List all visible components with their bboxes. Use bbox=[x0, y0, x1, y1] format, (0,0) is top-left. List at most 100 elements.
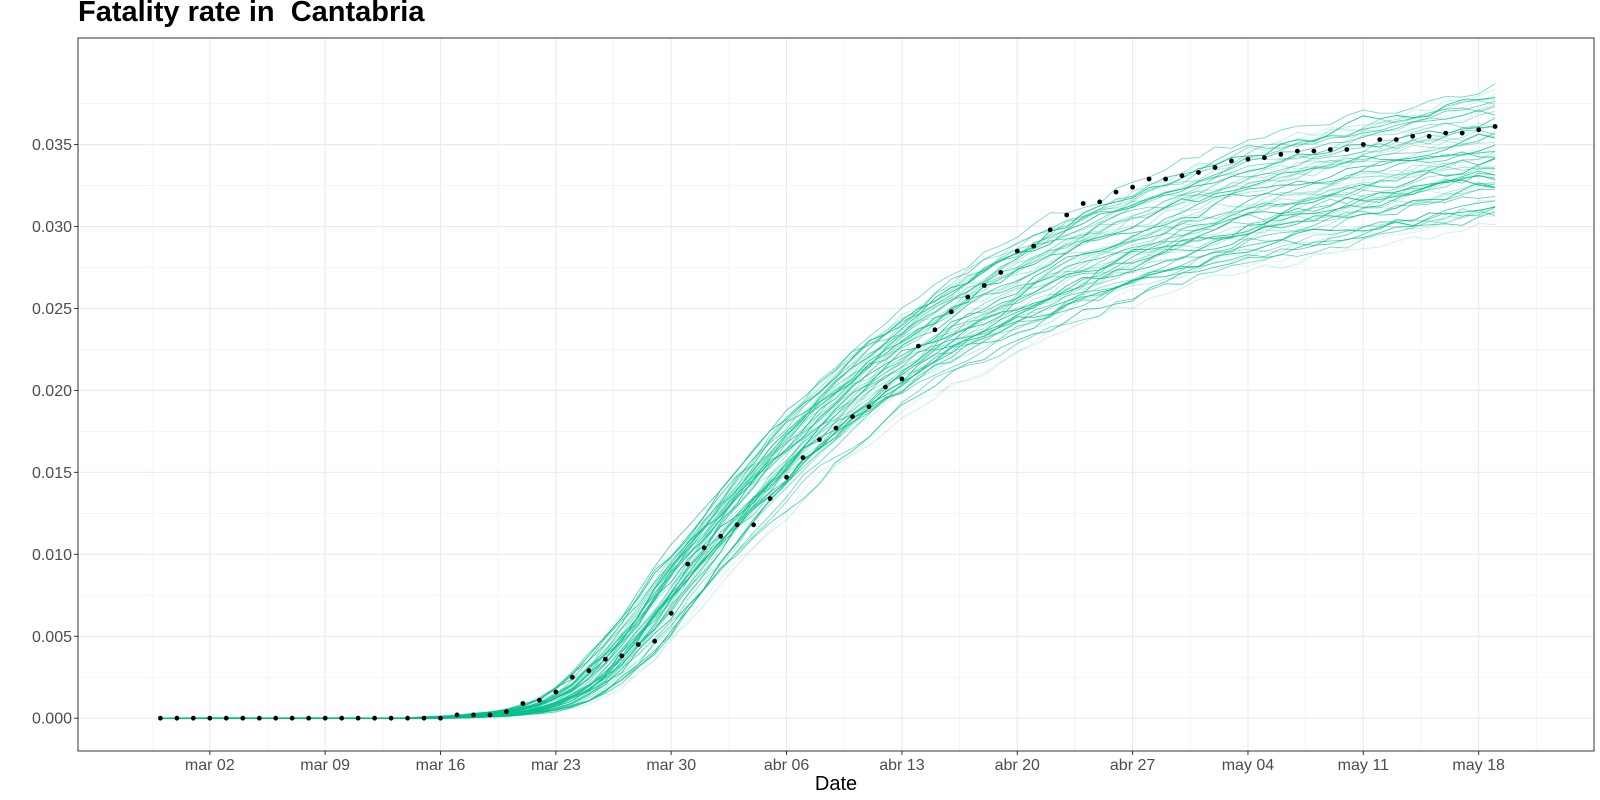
observed-point bbox=[998, 270, 1004, 275]
y-tick-label: 0.015 bbox=[32, 465, 72, 482]
x-tick-label: may 04 bbox=[1222, 757, 1275, 774]
observed-point bbox=[421, 715, 427, 721]
observed-point bbox=[454, 712, 460, 718]
observed-point bbox=[471, 712, 476, 718]
observed-point bbox=[372, 715, 377, 721]
observed-point bbox=[685, 561, 691, 567]
observed-point bbox=[668, 610, 674, 616]
observed-point bbox=[240, 715, 246, 721]
observed-point bbox=[1014, 248, 1020, 254]
x-tick-label: mar 16 bbox=[416, 757, 466, 774]
simulated-series-line bbox=[160, 106, 1496, 719]
chart-title: Fatality rate in Cantabria bbox=[78, 0, 425, 28]
x-tick-label: abr 13 bbox=[879, 757, 924, 774]
observed-point bbox=[817, 437, 822, 442]
simulated-series-line bbox=[160, 94, 1496, 719]
simulated-series-line bbox=[160, 200, 1496, 719]
observed-point bbox=[1459, 130, 1465, 136]
observed-point bbox=[1344, 147, 1350, 152]
simulated-series-line bbox=[160, 150, 1496, 719]
simulated-series-line bbox=[160, 183, 1496, 719]
observed-point bbox=[388, 715, 394, 721]
observed-point bbox=[1146, 176, 1152, 182]
simulated-series-line bbox=[160, 205, 1496, 719]
observed-point bbox=[553, 689, 559, 695]
observed-point bbox=[1476, 127, 1482, 133]
observed-point bbox=[273, 715, 279, 721]
observed-point bbox=[487, 712, 493, 718]
observed-point bbox=[158, 715, 163, 721]
observed-point bbox=[1426, 133, 1432, 139]
y-tick-label: 0.030 bbox=[32, 219, 72, 236]
simulated-series-line bbox=[160, 178, 1496, 719]
observed-point bbox=[1212, 165, 1218, 170]
y-tick-label: 0.005 bbox=[32, 629, 72, 646]
observed-point bbox=[800, 455, 806, 460]
x-tick-label: mar 09 bbox=[300, 757, 350, 774]
observed-point bbox=[1163, 176, 1168, 182]
simulated-series-line bbox=[160, 179, 1496, 719]
x-tick-label: abr 27 bbox=[1110, 757, 1155, 774]
observed-series-group bbox=[158, 124, 1498, 721]
observed-point bbox=[174, 715, 180, 721]
observed-point bbox=[438, 715, 443, 721]
observed-point bbox=[207, 715, 213, 721]
observed-point bbox=[883, 384, 888, 390]
x-tick-label: may 18 bbox=[1452, 757, 1505, 774]
y-tick-label: 0.025 bbox=[32, 301, 72, 318]
simulated-series-line bbox=[160, 151, 1496, 719]
observed-point bbox=[1097, 199, 1103, 205]
simulated-series-line bbox=[160, 222, 1496, 719]
simulated-series-line bbox=[160, 99, 1496, 719]
x-tick-label: may 11 bbox=[1338, 757, 1389, 774]
simulated-series-line bbox=[160, 183, 1496, 719]
y-tick-label: 0.020 bbox=[32, 383, 72, 400]
simulated-series-line bbox=[160, 182, 1496, 719]
simulated-series-line bbox=[160, 211, 1496, 719]
observed-point bbox=[899, 376, 905, 382]
simulated-series-line bbox=[160, 211, 1496, 719]
simulated-series-line bbox=[160, 209, 1496, 719]
observed-point bbox=[569, 674, 575, 680]
y-axis: 0.000 0.005 0.010 0.015 0.020 0.025 0.030 0.035 bbox=[32, 137, 78, 728]
observed-point bbox=[1443, 130, 1449, 136]
simulated-series-line bbox=[160, 99, 1496, 719]
observed-point bbox=[1080, 201, 1086, 206]
x-tick-label: mar 02 bbox=[185, 757, 235, 774]
observed-point bbox=[223, 715, 229, 721]
observed-point bbox=[751, 522, 756, 528]
simulated-series-line bbox=[160, 195, 1496, 719]
observed-point bbox=[355, 715, 361, 721]
observed-point bbox=[1130, 184, 1135, 190]
observed-point bbox=[306, 715, 312, 721]
simulated-series-line bbox=[160, 206, 1496, 719]
observed-point bbox=[504, 709, 509, 715]
x-tick-label: mar 30 bbox=[646, 757, 696, 774]
y-tick-label: 0.010 bbox=[32, 547, 72, 564]
observed-point bbox=[1229, 158, 1234, 164]
observed-point bbox=[981, 283, 987, 288]
x-tick-label: abr 20 bbox=[995, 757, 1040, 774]
x-axis: mar 02 mar 09 mar 16 mar 23 mar 30 abr 06 abr … bbox=[185, 751, 1505, 774]
observed-point bbox=[405, 715, 410, 721]
observed-point bbox=[652, 638, 658, 644]
observed-point bbox=[932, 327, 938, 333]
simulated-series-line bbox=[160, 206, 1496, 719]
observed-point bbox=[1113, 189, 1119, 195]
simulated-series-line bbox=[160, 151, 1496, 719]
observed-point bbox=[602, 656, 608, 662]
observed-point bbox=[289, 715, 295, 721]
simulated-series-line bbox=[160, 182, 1496, 719]
y-tick-label: 0.000 bbox=[32, 711, 72, 728]
observed-point bbox=[1179, 173, 1185, 179]
x-tick-label: mar 23 bbox=[531, 757, 581, 774]
observed-point bbox=[1410, 133, 1416, 139]
y-tick-label: 0.035 bbox=[32, 137, 72, 154]
observed-point bbox=[339, 715, 345, 721]
observed-point bbox=[916, 343, 921, 349]
observed-point bbox=[190, 715, 196, 721]
observed-point bbox=[1196, 170, 1201, 175]
observed-point bbox=[701, 545, 707, 551]
observed-point bbox=[1064, 212, 1070, 218]
observed-point bbox=[1278, 152, 1284, 157]
